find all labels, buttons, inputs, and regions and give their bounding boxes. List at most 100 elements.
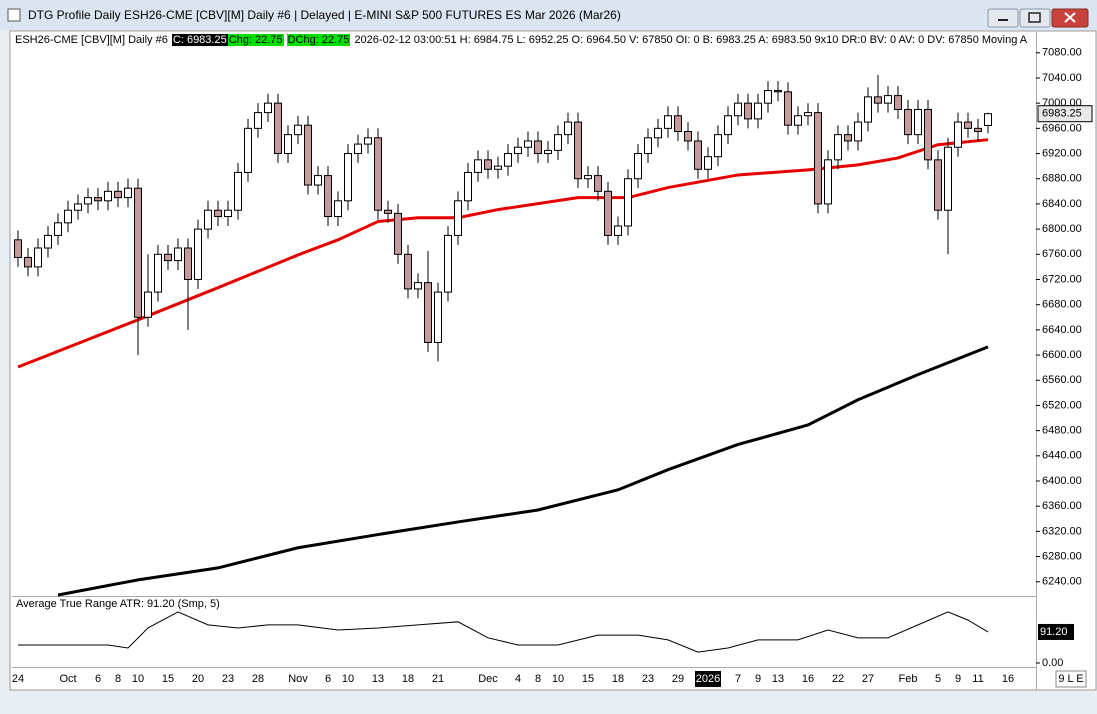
x-tick-label: 6 — [325, 673, 331, 685]
candle-body — [894, 95, 902, 110]
x-tick-label: 22 — [832, 673, 844, 685]
quote-day-change: DChg: 22.75 — [286, 34, 351, 46]
x-tick-label: 23 — [642, 673, 654, 685]
candle-body — [564, 121, 572, 136]
maximize-button[interactable] — [1019, 8, 1051, 28]
candle-body — [684, 131, 692, 142]
plot: 7080.007040.007000.006960.006920.006880.… — [12, 47, 1093, 687]
candle-body — [364, 137, 372, 145]
candle-body — [104, 190, 112, 202]
candle-body — [214, 209, 222, 218]
footer-box — [1055, 670, 1087, 688]
candle-body — [834, 134, 842, 161]
candle-body — [744, 102, 752, 120]
candle-body — [484, 159, 492, 170]
candle-body — [914, 108, 922, 136]
y-tick-label: 6720.00 — [1042, 273, 1082, 285]
y-tick-label: 6320.00 — [1042, 525, 1082, 537]
candle-body — [864, 96, 872, 123]
candle-body — [504, 153, 512, 167]
candle-body — [604, 190, 612, 236]
candle-body — [954, 121, 962, 148]
candle-body — [944, 146, 952, 211]
candle-body — [244, 127, 252, 173]
x-tick-label: 6 — [95, 673, 101, 685]
candle-body — [414, 282, 422, 290]
x-tick-label: 4 — [515, 673, 521, 685]
candle-body — [124, 187, 132, 199]
x-tick-label: 13 — [772, 673, 784, 685]
moving-average — [17, 138, 989, 369]
y-tick-label: 6240.00 — [1042, 576, 1082, 588]
candle-body — [274, 102, 282, 155]
candle-body — [264, 102, 272, 114]
x-tick-label: 11 — [972, 673, 983, 685]
info-bar: ESH26-CME [CBV][M] Daily #6 C: 6983.25 Ch… — [14, 32, 1034, 48]
atr-last-box — [1038, 623, 1074, 640]
candle-body — [554, 134, 562, 151]
candle-body — [844, 134, 852, 142]
y-tick-label: 6360.00 — [1042, 500, 1082, 512]
candle-body — [634, 153, 642, 180]
x-tick-label: 27 — [862, 673, 874, 685]
y-tick-label: 6520.00 — [1042, 399, 1082, 411]
candle-body — [794, 115, 802, 126]
x-tick-label: 10 — [132, 673, 144, 685]
y-tick-label: 6960.00 — [1042, 122, 1082, 134]
y-tick-label: 6640.00 — [1042, 324, 1082, 336]
candle-body — [674, 115, 682, 133]
last-price-label: 6983.25 — [1042, 108, 1082, 120]
maximize-icon — [1028, 12, 1041, 23]
x-tick-label: 28 — [252, 673, 264, 685]
candle-body — [654, 127, 662, 139]
candle-body — [774, 90, 782, 93]
x-tick-label: 15 — [582, 673, 594, 685]
atr-line — [18, 611, 989, 653]
y-tick-label: 6480.00 — [1042, 425, 1082, 437]
candle-body — [94, 197, 102, 202]
y-tick-label: 6760.00 — [1042, 248, 1082, 260]
x-tick-label: Nov — [288, 673, 308, 685]
candle-body — [284, 134, 292, 155]
candle-body — [134, 187, 142, 318]
x-tick-label: 5 — [935, 673, 941, 685]
x-tick-label: 10 — [342, 673, 354, 685]
x-tick-label: Dec — [478, 673, 498, 685]
candle-body — [344, 153, 352, 202]
candle-body — [14, 239, 22, 258]
candle-body — [804, 112, 812, 117]
candle-body — [764, 90, 772, 104]
candle-body — [874, 96, 882, 104]
candle-body — [714, 134, 722, 158]
quote-change: Chg: 22.75 — [227, 34, 284, 46]
x-tick-label: 18 — [612, 673, 624, 685]
y-tick-label: 6440.00 — [1042, 450, 1082, 462]
candle-body — [884, 95, 892, 104]
candle-body — [934, 159, 942, 211]
y-tick-label: 6560.00 — [1042, 374, 1082, 386]
candle-body — [144, 291, 152, 318]
y-tick-label: 7080.00 — [1042, 47, 1082, 59]
moving-average — [57, 345, 989, 597]
candle-body — [494, 165, 502, 170]
x-tick-label: 16 — [802, 673, 814, 685]
x-tick-label: 20 — [192, 673, 204, 685]
candle-body — [924, 108, 932, 161]
minimize-button[interactable] — [987, 8, 1019, 28]
candle-body — [154, 253, 162, 293]
candle-body — [54, 222, 62, 236]
candle-body — [44, 234, 52, 249]
candle-body — [394, 212, 402, 255]
candle-body — [534, 140, 542, 155]
candle-body — [304, 124, 312, 186]
close-icon — [1064, 12, 1076, 23]
candle-body — [644, 137, 652, 155]
candle-body — [524, 140, 532, 148]
y-tick-label: 6840.00 — [1042, 198, 1082, 210]
x-tick-label: 10 — [552, 673, 564, 685]
candle-body — [464, 171, 472, 202]
candle-body — [324, 175, 332, 218]
candle-body — [444, 234, 452, 293]
